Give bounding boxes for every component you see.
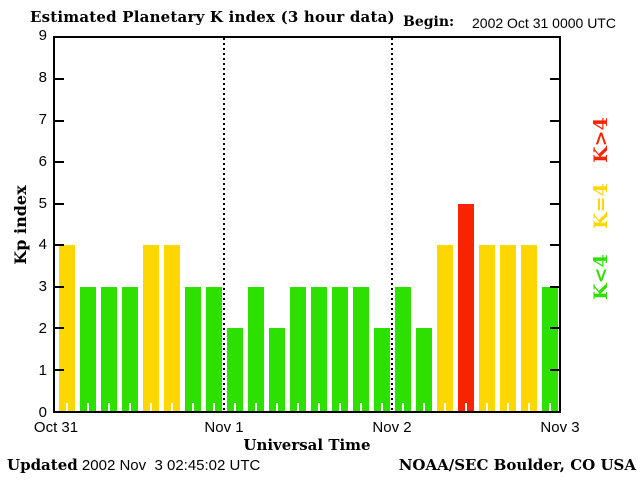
x-minor-tick [297,403,299,411]
kp-bar [101,287,117,411]
y-axis-tick [550,203,559,205]
kp-bar [290,287,306,411]
plot-area [53,36,561,413]
kp-bar [269,328,285,411]
credit-text: NOAA/SEC Boulder, CO USA [398,456,636,474]
chart-title: Estimated Planetary K index (3 hour data… [30,8,395,26]
day-divider [223,38,225,411]
y-axis-tick [55,203,64,205]
y-tick-label: 2 [38,320,47,337]
y-tick-label: 7 [38,111,47,128]
kp-bar [206,287,222,411]
x-minor-tick [87,403,89,411]
y-axis-tick [550,244,559,246]
y-tick-label: 6 [38,153,47,170]
x-minor-tick [276,403,278,411]
y-axis-tick [55,244,64,246]
y-axis-tick [550,327,559,329]
kp-bar [374,328,390,411]
y-axis-tick [55,369,64,371]
kp-bar [437,245,453,411]
legend-label-green: K<4 [590,254,612,300]
kp-bar [521,245,537,411]
x-minor-tick [465,403,467,411]
x-minor-tick [339,403,341,411]
kp-bar [353,287,369,411]
updated-line: Updated 2002 Nov 3 02:45:02 UTC [7,456,260,474]
y-tick-label: 5 [38,195,47,212]
begin-label: Begin: [403,14,455,30]
kp-bar [500,245,516,411]
kp-bar [248,287,264,411]
y-axis-tick [55,78,64,80]
kp-bar [416,328,432,411]
x-axis-title: Universal Time [243,436,371,454]
y-axis-tick [550,286,559,288]
kp-bar [80,287,96,411]
kp-bar [395,287,411,411]
y-axis-tick [55,327,64,329]
x-minor-tick [129,403,131,411]
x-tick-label: Nov 1 [204,419,244,436]
y-tick-label: 9 [38,27,47,44]
x-minor-tick [528,403,530,411]
y-axis-tick [550,78,559,80]
x-minor-tick [402,403,404,411]
y-axis-tick [550,369,559,371]
day-divider [391,38,393,411]
y-tick-label: 1 [38,362,47,379]
kp-bar [479,245,495,411]
begin-value: 2002 Oct 31 0000 UTC [472,15,616,31]
kp-bar [185,287,201,411]
y-tick-label: 0 [38,404,47,421]
x-minor-tick [192,403,194,411]
x-minor-tick [66,403,68,411]
x-tick-label: Oct 31 [33,419,79,436]
y-axis-tick [550,161,559,163]
x-minor-tick [213,403,215,411]
x-minor-tick [360,403,362,411]
x-minor-tick [381,403,383,411]
y-axis-tick [550,120,559,122]
y-tick-label: 3 [38,278,47,295]
y-tick-label: 8 [38,69,47,86]
updated-value: 2002 Nov 3 02:45:02 UTC [77,457,261,474]
kp-bar [143,245,159,411]
x-minor-tick [486,403,488,411]
x-minor-tick [444,403,446,411]
x-minor-tick [423,403,425,411]
kp-bar [311,287,327,411]
x-minor-tick [108,403,110,411]
x-minor-tick [318,403,320,411]
x-tick-label: Nov 3 [540,419,580,436]
x-minor-tick [507,403,509,411]
updated-label: Updated [7,456,78,474]
x-tick-label: Nov 2 [372,419,412,436]
x-minor-tick [171,403,173,411]
y-axis-tick [55,120,64,122]
x-minor-tick [549,403,551,411]
x-minor-tick [150,403,152,411]
y-axis-tick [55,286,64,288]
kp-bar [458,204,474,411]
kp-bar [227,328,243,411]
y-axis-tick [55,161,64,163]
kp-bar [122,287,138,411]
kp-bar [164,245,180,411]
kp-bar [332,287,348,411]
x-minor-tick [234,403,236,411]
y-tick-label: 4 [38,236,47,253]
plot-inner [55,38,559,411]
kp-bar [542,287,558,411]
x-minor-tick [255,403,257,411]
